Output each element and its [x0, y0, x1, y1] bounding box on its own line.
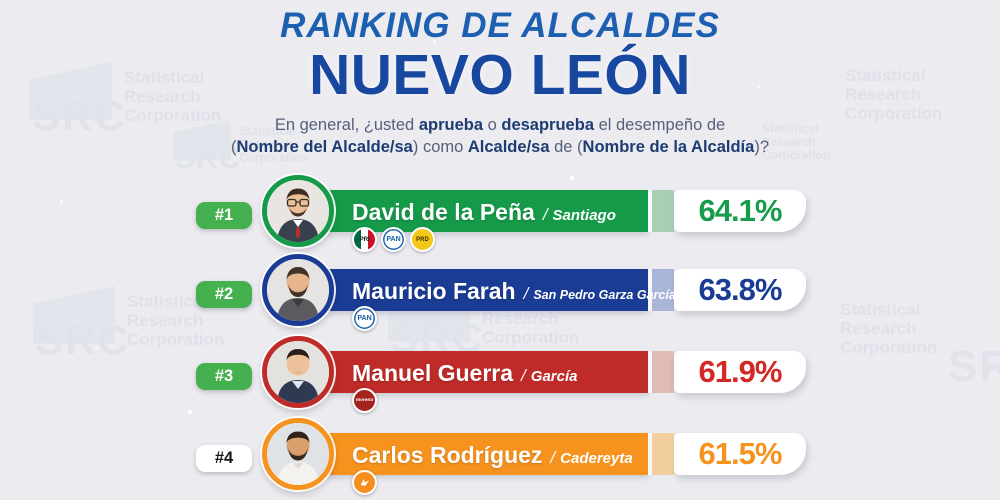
party-logo-morena: morena — [352, 388, 377, 413]
mayor-photo — [267, 180, 329, 242]
ranking-row-3: #3 61.9% Manuel Guerra / García morena — [0, 336, 1000, 431]
mayor-photo — [267, 341, 329, 403]
mayor-name-group: Carlos Rodríguez / Cadereyta — [352, 433, 633, 475]
mayor-name-group: Mauricio Farah / San Pedro Garza García — [352, 269, 676, 311]
rank-badge: #2 — [196, 281, 252, 308]
mayor-name: Mauricio Farah — [352, 278, 516, 304]
separator: / — [542, 205, 548, 224]
approval-bar-tail — [648, 190, 674, 232]
ranking-row-1: #1 64.1% David de la Peña / Santiago — [0, 175, 1000, 270]
mayor-photo — [267, 423, 329, 485]
mayor-photo-frame — [262, 254, 334, 326]
party-logos: PAN — [352, 306, 377, 331]
eagle-icon — [360, 479, 370, 486]
speck — [60, 200, 63, 203]
municipality-name: Santiago — [552, 207, 616, 224]
percent-box: 63.8% — [674, 269, 806, 311]
mayor-name: Carlos Rodríguez — [352, 442, 543, 468]
separator: / — [523, 284, 529, 303]
party-logo-prd: PRD — [410, 227, 435, 252]
state-title: NUEVO LEÓN — [309, 43, 691, 107]
approval-bar — [300, 351, 648, 393]
party-logos: PRI PAN PRD — [352, 227, 435, 252]
percent-value: 61.5% — [698, 436, 783, 471]
speck — [95, 346, 98, 349]
party-logo-pri: PRI — [352, 227, 377, 252]
percent-value: 64.1% — [698, 193, 783, 228]
party-logo-movimiento-ciudadano — [352, 470, 377, 495]
mayor-name-group: David de la Peña / Santiago — [352, 190, 616, 232]
municipality-name: San Pedro Garza García — [533, 288, 676, 302]
ranking-title: RANKING DE ALCALDES — [280, 6, 720, 45]
approval-bar — [300, 269, 648, 311]
approval-bar — [300, 433, 648, 475]
survey-question: En general, ¿usted aprueba o desaprueba … — [0, 114, 1000, 158]
mayor-photo-frame — [262, 336, 334, 408]
mayor-name-group: Manuel Guerra / García — [352, 351, 577, 393]
speck — [433, 40, 436, 43]
party-logos: morena — [352, 388, 377, 413]
municipality-name: Cadereyta — [560, 450, 633, 467]
percent-value: 63.8% — [698, 272, 783, 307]
survey-question-line1: En general, ¿usted aprueba o desaprueba … — [274, 116, 726, 134]
speck — [570, 176, 574, 180]
percent-box: 64.1% — [674, 190, 806, 232]
mayor-name: David de la Peña — [352, 199, 535, 225]
party-logo-pan: PAN — [381, 227, 406, 252]
speck — [757, 85, 760, 88]
rank-badge: #4 — [196, 445, 252, 472]
speck — [649, 22, 652, 25]
percent-value: 61.9% — [698, 354, 783, 389]
percent-box: 61.9% — [674, 351, 806, 393]
mayor-name: Manuel Guerra — [352, 360, 514, 386]
approval-bar-tail — [648, 433, 674, 475]
ranking-row-4: #4 61.5% Carlos Rodríguez / Cadereyta — [0, 418, 1000, 500]
mayor-photo-frame — [262, 418, 334, 490]
approval-bar — [300, 190, 648, 232]
separator: / — [550, 448, 556, 467]
party-logos — [352, 470, 377, 495]
municipality-name: García — [530, 368, 578, 385]
speck — [188, 410, 192, 414]
mayor-photo-frame — [262, 175, 334, 247]
separator: / — [521, 366, 526, 385]
rank-badge: #3 — [196, 363, 252, 390]
mayor-photo — [267, 259, 329, 321]
rank-badge: #1 — [196, 202, 252, 229]
party-logo-pan: PAN — [352, 306, 377, 331]
approval-bar-tail — [648, 269, 674, 311]
approval-bar-tail — [648, 351, 674, 393]
ranking-row-2: #2 63.8% Mauricio Farah / San Pedro Garz… — [0, 254, 1000, 349]
percent-box: 61.5% — [674, 433, 806, 475]
survey-question-line2: (Nombre del Alcalde/sa) como Alcalde/sa … — [230, 138, 769, 156]
